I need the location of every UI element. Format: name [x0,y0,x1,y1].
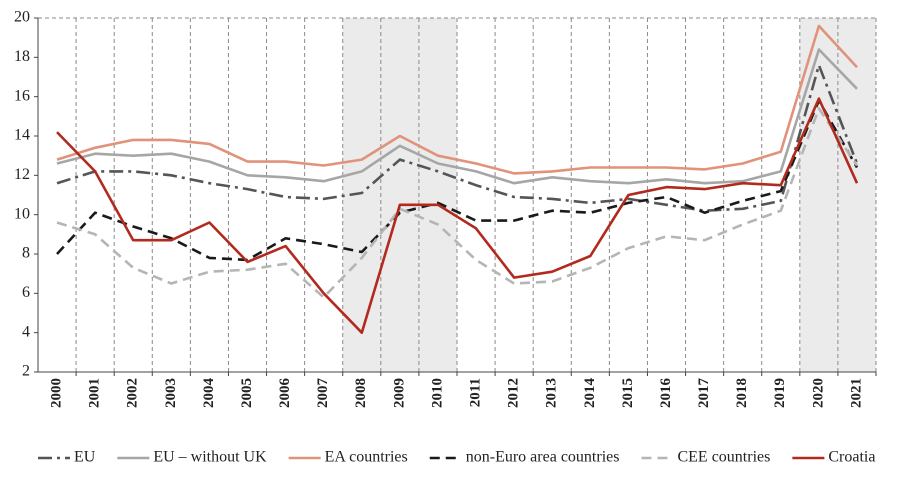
shaded-period [342,18,457,372]
x-tick-label: 2001 [87,378,103,408]
legend-label: EU [74,449,96,466]
x-tick-label: 2012 [506,378,522,408]
y-tick-label: 8 [22,245,30,262]
y-tick-label: 6 [22,284,30,301]
x-tick-label: 2004 [201,378,217,409]
x-tick-label: 2011 [467,378,483,407]
series-line [56,24,858,175]
x-tick-label: 2007 [315,378,331,409]
series-line [56,63,859,212]
x-tick-label: 2017 [696,378,712,409]
series-line [56,48,858,185]
y-tick-label: 18 [14,48,30,65]
x-tick-label: 2013 [544,378,560,408]
x-tick-label: 2003 [163,378,179,408]
x-tick-label: 2014 [582,378,598,409]
series-line [56,107,859,299]
x-tick-label: 2020 [810,378,826,408]
legend-label: CEE countries [677,449,770,466]
legend-label: Croatia [828,449,875,466]
y-tick-label: 10 [14,205,30,222]
x-tick-label: 2002 [125,378,141,408]
x-tick-label: 2010 [429,378,445,408]
y-tick-label: 12 [14,166,30,183]
series-line [56,97,859,334]
y-tick-label: 20 [14,9,30,26]
x-tick-label: 2021 [848,378,864,408]
x-tick-label: 2015 [620,378,636,408]
legend-label: EA countries [325,449,408,466]
x-tick-label: 2018 [734,378,750,408]
x-tick-label: 2000 [48,378,64,408]
x-tick-label: 2009 [391,378,407,408]
x-tick-label: 2008 [353,378,369,408]
y-tick-label: 16 [14,87,30,104]
series-line [56,99,859,262]
x-tick-label: 2006 [277,378,293,409]
y-tick-label: 4 [22,323,30,340]
legend-label: non-Euro area countries [466,449,620,466]
legend-label: EU – without UK [153,449,267,466]
x-tick-label: 2005 [239,378,255,408]
x-tick-label: 2019 [772,378,788,408]
y-tick-label: 14 [14,127,30,144]
x-tick-label: 2016 [658,378,674,409]
y-tick-label: 2 [22,363,30,380]
